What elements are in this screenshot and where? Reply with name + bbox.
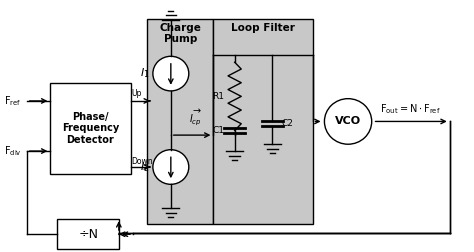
Text: Up: Up [132, 89, 142, 98]
Text: R1: R1 [212, 92, 224, 101]
Text: ÷N: ÷N [78, 228, 98, 241]
Ellipse shape [324, 99, 372, 144]
Circle shape [153, 56, 189, 91]
Text: $I_1$: $I_1$ [140, 67, 150, 80]
Text: Loop Filter: Loop Filter [231, 23, 295, 33]
Text: VCO: VCO [335, 116, 361, 127]
Text: Phase/
Frequency
Detector: Phase/ Frequency Detector [62, 112, 119, 145]
Text: $I_2$: $I_2$ [140, 160, 150, 174]
Text: Charge
Pump: Charge Pump [159, 23, 201, 44]
Text: C1: C1 [212, 126, 224, 135]
Bar [50, 83, 131, 174]
Bar [57, 219, 119, 249]
Bar [213, 19, 313, 224]
Text: Down: Down [132, 157, 153, 166]
Bar [147, 19, 213, 224]
Text: $\overrightarrow{I_{cp}}$: $\overrightarrow{I_{cp}}$ [189, 107, 202, 127]
Text: $\mathregular{F_{ref}}$: $\mathregular{F_{ref}}$ [4, 94, 22, 108]
Text: $\mathregular{F_{out} = N \cdot F_{ref}}$: $\mathregular{F_{out} = N \cdot F_{ref}}… [380, 102, 440, 116]
Circle shape [153, 150, 189, 184]
Text: $\mathregular{F_{div}}$: $\mathregular{F_{div}}$ [4, 144, 22, 158]
Text: C2: C2 [282, 119, 293, 128]
